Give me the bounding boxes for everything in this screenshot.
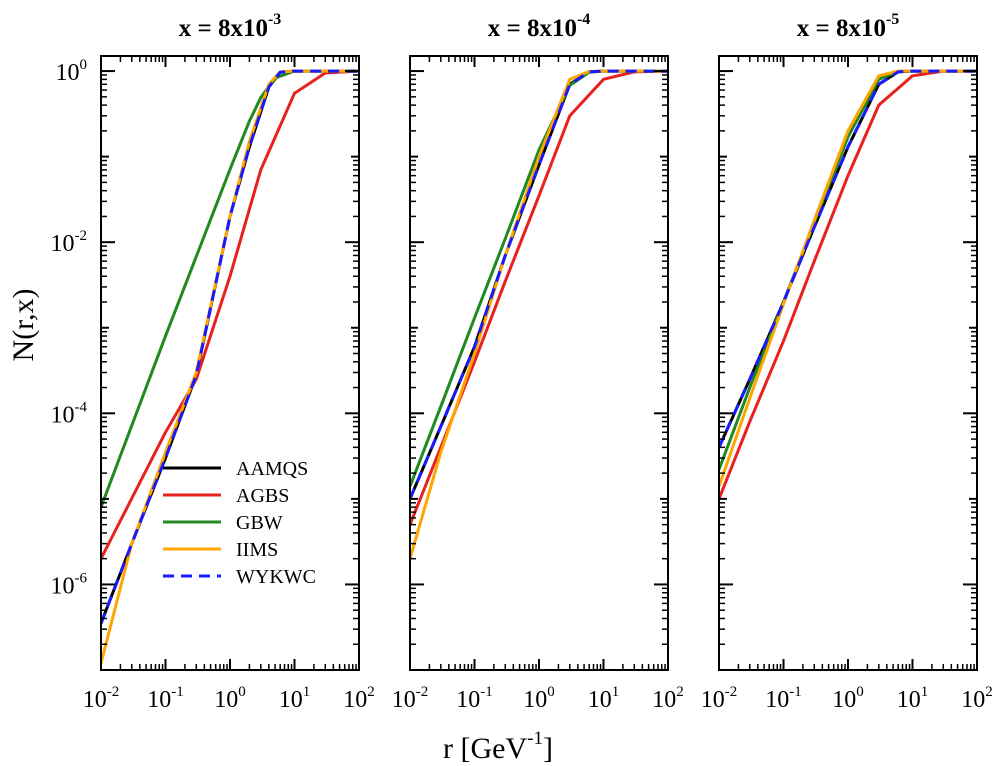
x-tick-label: 102 (961, 684, 993, 713)
series-aamqs (410, 69, 668, 500)
plot-frame (100, 55, 360, 671)
x-tick-label: 10-1 (765, 684, 802, 713)
x-tick-label: 100 (523, 684, 555, 713)
y-tick-label: 10-2 (51, 228, 88, 257)
series-iims (101, 69, 359, 664)
x-tick-label: 10-2 (392, 684, 429, 713)
series-agbs (101, 69, 359, 560)
y-tick-label: 10-6 (51, 570, 88, 599)
panel-title: x = 8x10-4 (488, 11, 591, 42)
legend-label-wykwc: WYKWC (236, 566, 316, 588)
x-tick-label: 10-1 (456, 684, 493, 713)
x-tick-label: 102 (343, 684, 375, 713)
panel-3: x = 8x10-5 10-2 10-1 100 101 102 (701, 11, 993, 713)
x-tick-label: 100 (214, 684, 246, 713)
x-tick-label: 10-2 (701, 684, 738, 713)
series-aamqs (101, 69, 359, 624)
series-aamqs (719, 69, 977, 448)
legend-label-iims: IIMS (236, 539, 278, 561)
series-wykwc (719, 69, 977, 448)
panel-title: x = 8x10-5 (797, 11, 900, 42)
legend-label-aamqs: AAMQS (236, 458, 308, 480)
series-iims (719, 69, 977, 487)
series-iims (410, 69, 668, 560)
x-tick-label: 10-2 (83, 684, 120, 713)
x-tick-label: 10-1 (147, 684, 184, 713)
y-axis-label: N(r,x) (7, 289, 40, 362)
x-tick-label: 102 (652, 684, 684, 713)
series-wykwc (410, 69, 668, 500)
legend: AAMQS AGBS GBW IIMS WYKWC (163, 458, 316, 588)
x-tick-label: 101 (897, 684, 929, 713)
x-tick-label: 101 (279, 684, 311, 713)
panel-title: x = 8x10-3 (179, 11, 282, 42)
legend-label-agbs: AGBS (236, 485, 289, 507)
y-tick-label: 10-4 (51, 399, 88, 428)
series-agbs (410, 69, 668, 526)
x-tick-label: 101 (588, 684, 620, 713)
series-agbs (719, 69, 977, 500)
legend-label-gbw: GBW (236, 512, 283, 534)
series-wykwc (101, 69, 359, 624)
y-tick-label: 100 (56, 57, 88, 86)
panel-2: x = 8x10-4 10-2 10-1 100 101 102 (392, 11, 684, 713)
x-tick-label: 100 (832, 684, 864, 713)
panel-1: x = 8x10-3 10-2 10-1 100 101 102 100 10-2 10-4 10… (51, 11, 375, 713)
series-gbw (101, 69, 359, 508)
x-axis-label: r [GeV-1] (443, 728, 553, 765)
